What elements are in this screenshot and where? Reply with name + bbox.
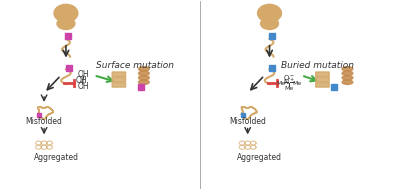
Text: Misfolded: Misfolded [229,117,266,126]
Text: OH: OH [78,70,90,79]
Text: N$^+$: N$^+$ [284,77,295,87]
Ellipse shape [342,76,353,80]
Ellipse shape [138,71,149,76]
FancyBboxPatch shape [316,72,329,76]
Ellipse shape [138,67,149,71]
Text: Misfolded: Misfolded [26,117,62,126]
Ellipse shape [54,4,78,22]
FancyBboxPatch shape [112,83,126,87]
FancyBboxPatch shape [316,77,329,82]
FancyBboxPatch shape [112,72,126,76]
Ellipse shape [57,18,75,29]
Ellipse shape [138,80,149,84]
Text: Surface mutation: Surface mutation [96,61,174,70]
Text: Aggregated: Aggregated [34,153,78,162]
Text: Me: Me [293,81,302,86]
Text: Me: Me [277,81,286,86]
Ellipse shape [342,67,353,71]
Text: Me: Me [285,86,294,91]
Ellipse shape [260,18,278,29]
Text: Aggregated: Aggregated [237,153,282,162]
Text: O$^-$: O$^-$ [283,73,296,82]
Ellipse shape [138,76,149,80]
Text: OH: OH [78,82,90,91]
Ellipse shape [342,71,353,76]
Text: OH: OH [76,76,88,85]
FancyBboxPatch shape [112,77,126,82]
Ellipse shape [258,4,282,22]
Ellipse shape [342,80,353,84]
FancyBboxPatch shape [316,83,329,87]
Text: Buried mutation: Buried mutation [282,61,354,70]
